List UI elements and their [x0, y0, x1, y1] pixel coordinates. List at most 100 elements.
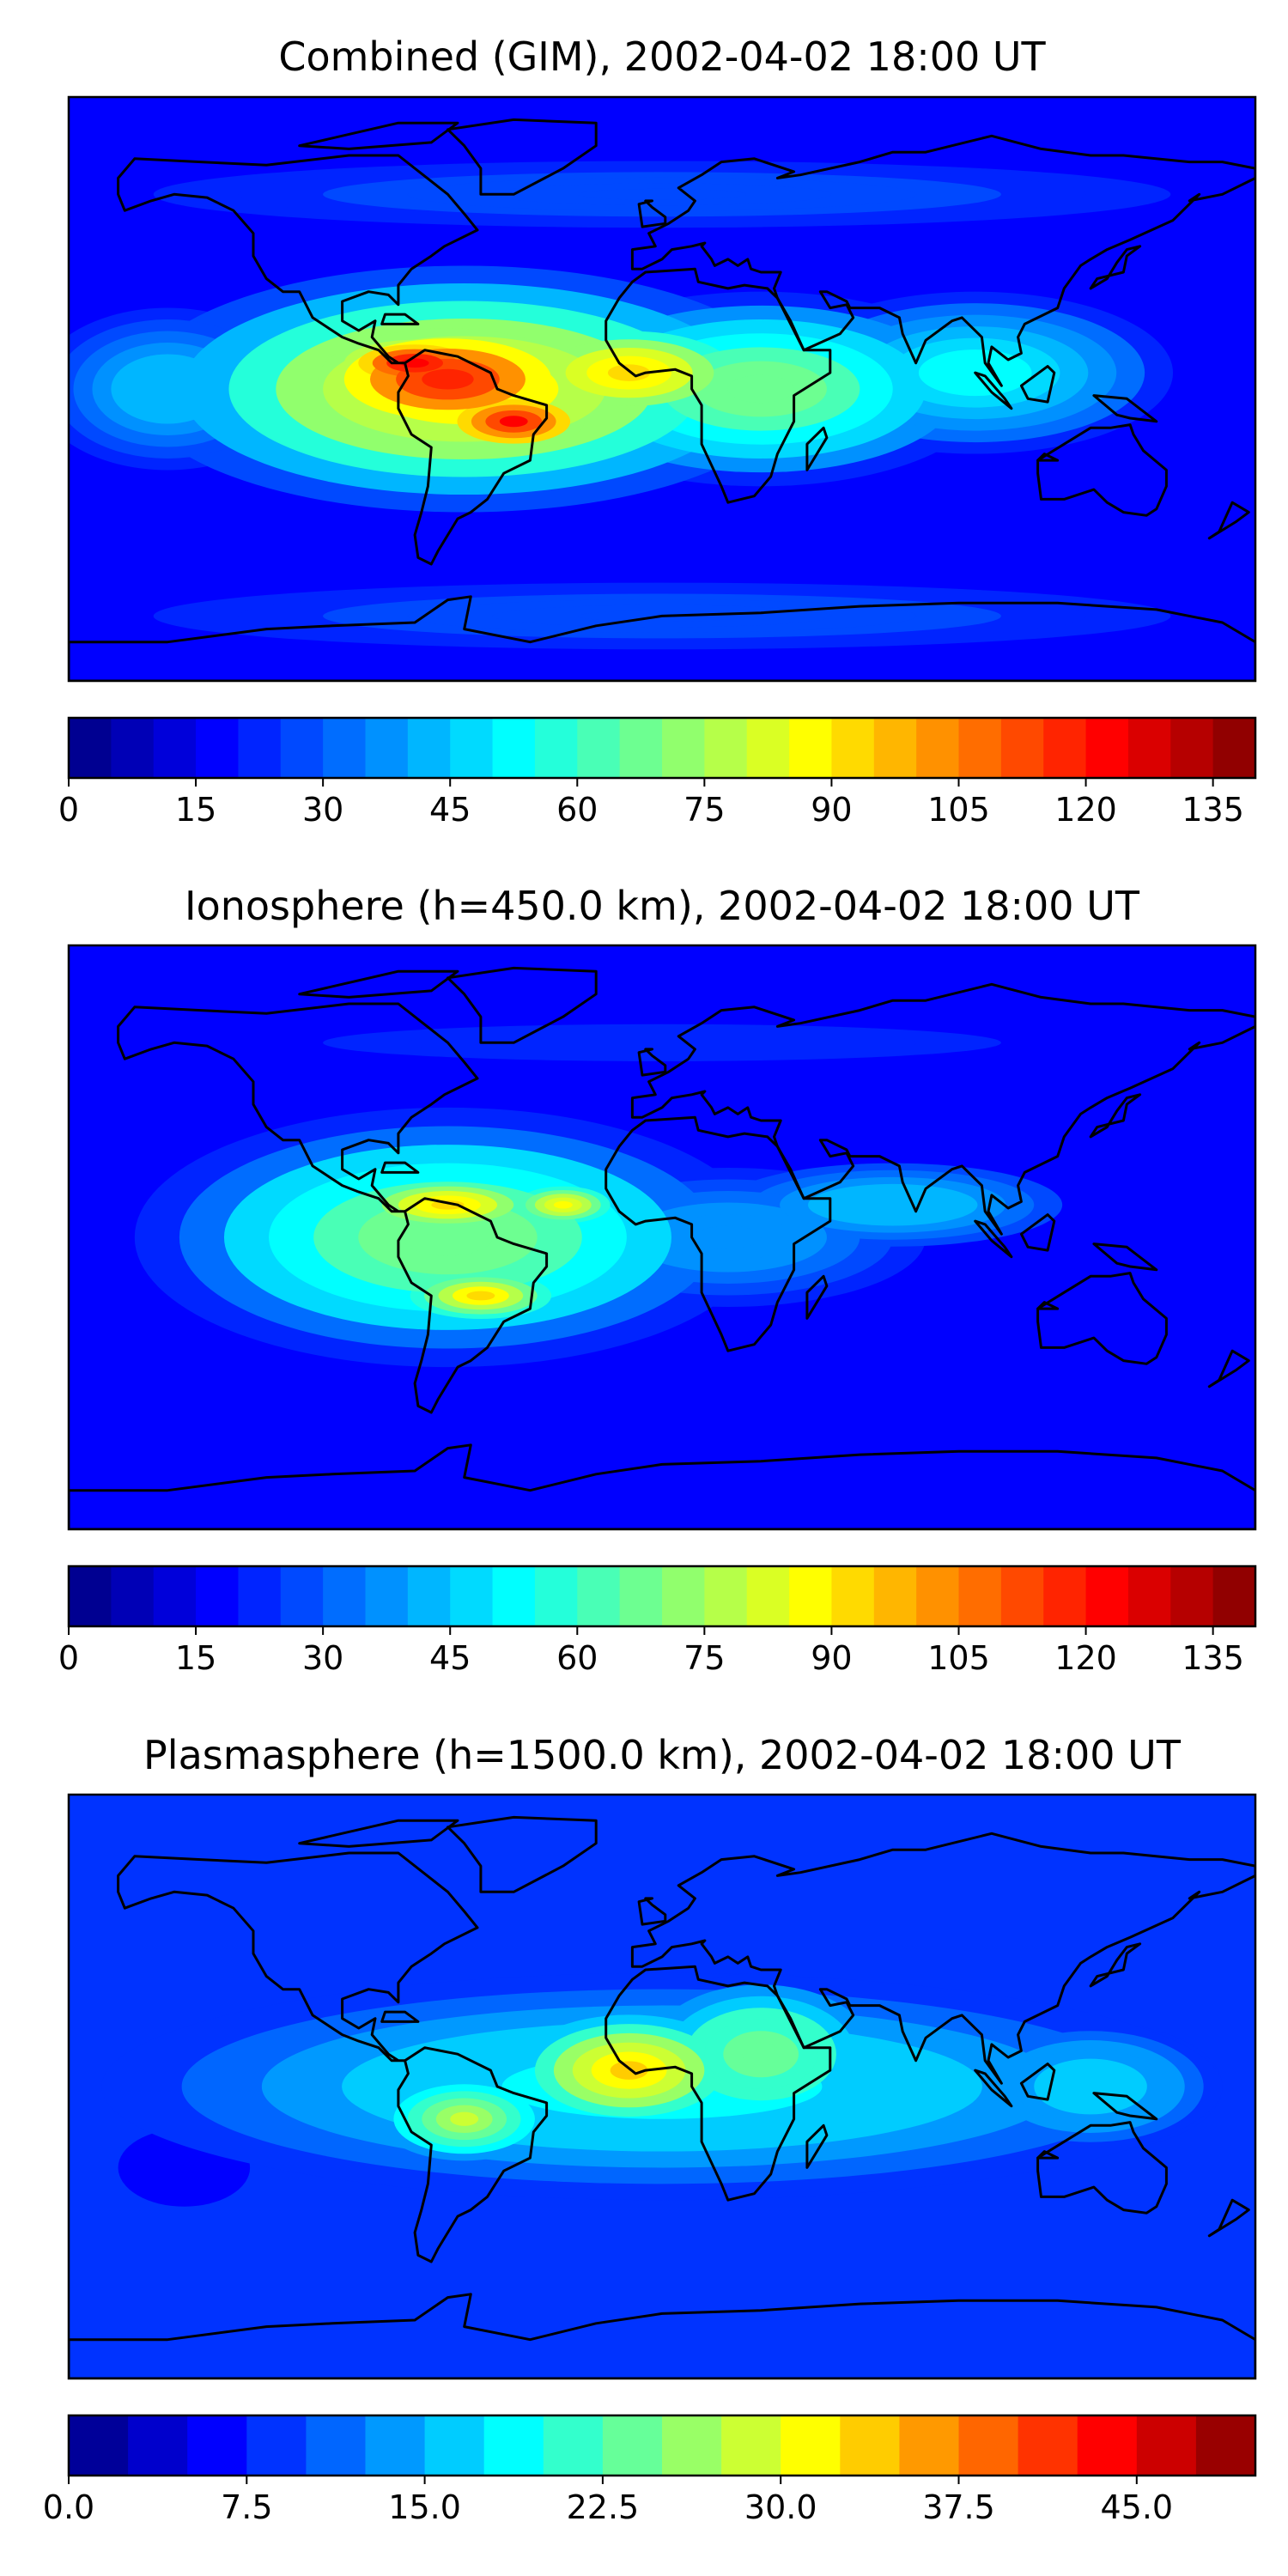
map-frame: [67, 944, 1257, 1531]
colorbar-swatch: [619, 718, 663, 778]
colorbar-tick-label: 75: [683, 1639, 725, 1677]
map-frame: [67, 95, 1257, 683]
colorbar-swatch: [1043, 1566, 1087, 1626]
colorbar-swatch: [69, 1566, 112, 1626]
colorbar-tick-label: 7.5: [221, 2488, 272, 2526]
colorbar-swatch: [1085, 1566, 1129, 1626]
panel-ionosphere: Ionosphere (h=450.0 km), 2002-04-02 18:0…: [58, 883, 1257, 1677]
colorbar-tick-label: 135: [1182, 791, 1244, 829]
colorbar-swatch: [1212, 718, 1256, 778]
colorbar-swatch: [492, 1566, 536, 1626]
colorbar-swatch: [534, 718, 578, 778]
colorbar-tick-label: 45.0: [1100, 2488, 1173, 2526]
map-contour-field: [69, 1795, 1255, 2379]
colorbar-swatch: [111, 1566, 155, 1626]
panel-plasmasphere: Plasmasphere (h=1500.0 km), 2002-04-02 1…: [43, 1732, 1257, 2526]
colorbar-tick-label: 90: [811, 791, 852, 829]
colorbar-swatch: [365, 1566, 409, 1626]
colorbar-swatch: [958, 2415, 1019, 2476]
panel-title: Combined (GIM), 2002-04-02 18:00 UT: [278, 33, 1046, 80]
coastline: [805, 1274, 829, 1320]
colorbar-swatch: [704, 718, 748, 778]
coastline: [69, 595, 1255, 681]
colorbar-swatch: [789, 718, 833, 778]
coastline: [1036, 2121, 1168, 2215]
colorbar-swatch: [840, 2415, 900, 2476]
colorbar-swatch: [831, 1566, 875, 1626]
colorbar-tick-label: 22.5: [567, 2488, 640, 2526]
colorbar-swatch: [1170, 1566, 1214, 1626]
colorbar-swatch: [873, 1566, 917, 1626]
panel-title: Ionosphere (h=450.0 km), 2002-04-02 18:0…: [185, 883, 1140, 929]
coastline: [397, 1197, 549, 1414]
coastline: [805, 426, 829, 471]
colorbar-swatch: [958, 1566, 1002, 1626]
colorbar-swatch: [450, 1566, 494, 1626]
colorbar-swatch: [407, 1566, 451, 1626]
coastline: [1036, 2150, 1060, 2160]
colorbar: 0 15 30 45 60 75 90 105 120 135: [58, 1564, 1257, 1677]
colorbar-swatch: [1000, 718, 1044, 778]
panel-title: Plasmasphere (h=1500.0 km), 2002-04-02 1…: [143, 1732, 1182, 1778]
colorbar-swatch: [602, 2415, 663, 2476]
contour-level: [466, 1291, 495, 1301]
colorbar-swatch: [746, 718, 790, 778]
coastline: [974, 1219, 1013, 1259]
contour-level: [149, 377, 187, 401]
colorbar-swatch: [280, 1566, 324, 1626]
coastline: [630, 1832, 1255, 2085]
colorbar-tick-label: 45: [429, 1639, 471, 1677]
colorbar-tick-label: 60: [556, 791, 598, 829]
colorbar-swatch: [831, 718, 875, 778]
coastline: [605, 1115, 832, 1352]
colorbar-tick-label: 0: [58, 1639, 79, 1677]
colorbar-swatch: [492, 718, 536, 778]
coastline: [380, 1161, 420, 1174]
coastline: [447, 966, 598, 1044]
colorbar-swatch: [899, 2415, 960, 2476]
colorbar-frame: [67, 2414, 1257, 2477]
colorbar-swatch: [196, 1566, 240, 1626]
colorbar-swatch: [916, 718, 960, 778]
contour-level: [577, 1037, 747, 1048]
colorbar-tick-label: 37.5: [922, 2488, 995, 2526]
coastline: [1207, 501, 1250, 540]
colorbar-swatch: [746, 1566, 790, 1626]
colorbar-swatch: [483, 2415, 544, 2476]
coastline: [397, 349, 549, 566]
coastline: [1089, 1093, 1142, 1139]
colorbar-swatch: [789, 1566, 833, 1626]
colorbar-swatch: [187, 2415, 247, 2476]
coastline: [974, 371, 1013, 410]
map-contour-field: [69, 97, 1255, 681]
colorbar-tick-label: 30.0: [744, 2488, 817, 2526]
coastline: [637, 199, 667, 228]
colorbar-tick-label: 15: [175, 791, 216, 829]
coastline: [1089, 1942, 1142, 1988]
coastline: [630, 134, 1255, 387]
map-contour-field: [69, 945, 1255, 1529]
coastline-overlay: [69, 966, 1255, 1529]
colorbar-swatch: [69, 2415, 129, 2476]
coastline: [605, 267, 832, 504]
coastline: [447, 1815, 598, 1893]
colorbar-swatch: [873, 718, 917, 778]
panel-combined: Combined (GIM), 2002-04-02 18:00 UT 0 15 3…: [58, 33, 1257, 829]
colorbar-swatch: [280, 718, 324, 778]
colorbar-swatch: [1018, 2415, 1078, 2476]
colorbar-swatch: [69, 718, 112, 778]
colorbar-swatch: [1127, 718, 1171, 778]
coastline: [637, 1897, 667, 1926]
coastline: [69, 1443, 1255, 1529]
coastline-overlay: [69, 118, 1255, 681]
coastline: [298, 1819, 459, 1848]
colorbar-tick-label: 135: [1182, 1639, 1244, 1677]
colorbar-swatch: [1127, 1566, 1171, 1626]
colorbar-swatch: [534, 1566, 578, 1626]
colorbar: 0 15 30 45 60 75 90 105 120 135: [58, 716, 1257, 829]
coastline: [447, 118, 598, 196]
colorbar-swatch: [238, 1566, 282, 1626]
colorbar-swatch: [323, 1566, 367, 1626]
colorbar-swatch: [153, 718, 197, 778]
coastline: [1207, 1349, 1250, 1388]
